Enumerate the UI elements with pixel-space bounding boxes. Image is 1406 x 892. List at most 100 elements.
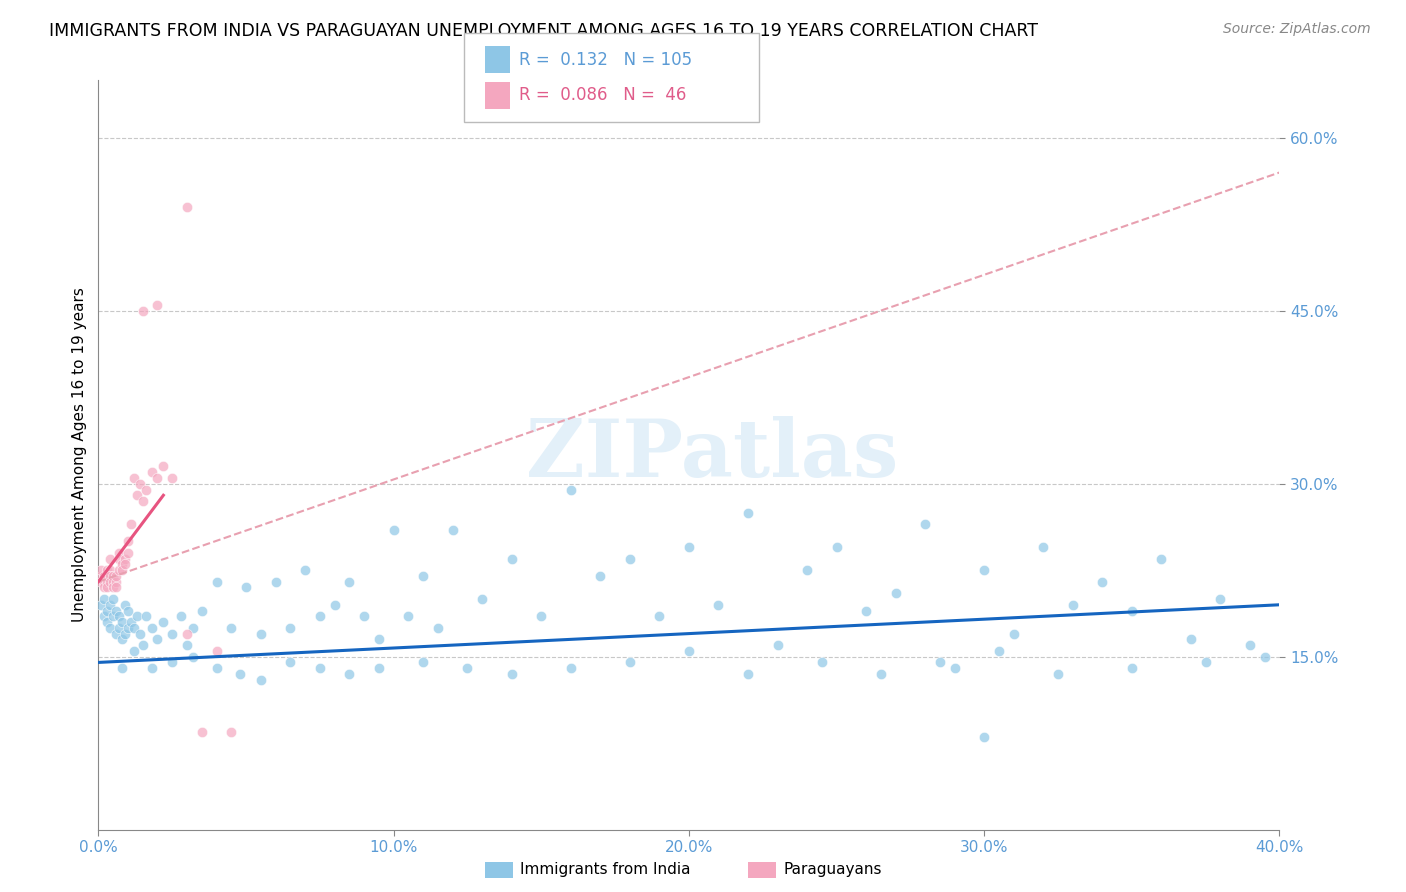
Point: [382, 523, 405, 537]
Point: [323, 598, 346, 612]
Point: [294, 563, 316, 577]
Point: [122, 621, 145, 635]
Point: [988, 644, 1011, 658]
Point: [427, 621, 450, 635]
Point: [117, 603, 139, 617]
Point: [973, 731, 995, 745]
Point: [1121, 603, 1143, 617]
Point: [205, 661, 228, 675]
Point: [96, 569, 118, 583]
Text: Immigrants from India: Immigrants from India: [520, 863, 690, 877]
Point: [457, 661, 479, 675]
Point: [191, 603, 214, 617]
Point: [250, 673, 273, 687]
Text: ZIPatlas: ZIPatlas: [526, 416, 898, 494]
Point: [132, 494, 155, 508]
Point: [181, 649, 204, 664]
Point: [146, 632, 169, 647]
Point: [103, 581, 125, 595]
Point: [501, 667, 523, 681]
Point: [96, 615, 118, 629]
Point: [368, 632, 391, 647]
Point: [117, 621, 139, 635]
Point: [93, 609, 115, 624]
Point: [122, 644, 145, 658]
Point: [884, 586, 907, 600]
Point: [117, 546, 139, 560]
Point: [412, 569, 434, 583]
Point: [146, 471, 169, 485]
Point: [128, 626, 150, 640]
Point: [825, 540, 848, 554]
Point: [619, 551, 641, 566]
Point: [309, 609, 332, 624]
Text: R =  0.086   N =  46: R = 0.086 N = 46: [519, 87, 686, 104]
Point: [146, 298, 169, 312]
Point: [560, 661, 582, 675]
Point: [810, 656, 832, 670]
Y-axis label: Unemployment Among Ages 16 to 19 years: Unemployment Among Ages 16 to 19 years: [72, 287, 87, 623]
Point: [93, 581, 115, 595]
Point: [1121, 661, 1143, 675]
Point: [111, 615, 134, 629]
Point: [1254, 649, 1277, 664]
Point: [111, 661, 134, 675]
Point: [176, 200, 198, 214]
Point: [235, 581, 257, 595]
Point: [353, 609, 375, 624]
Point: [870, 667, 893, 681]
Point: [103, 569, 125, 583]
Point: [90, 563, 112, 577]
Point: [412, 656, 434, 670]
Point: [132, 638, 155, 652]
Point: [90, 598, 112, 612]
Point: [108, 551, 131, 566]
Point: [1046, 667, 1070, 681]
Point: [135, 483, 157, 497]
Point: [105, 581, 128, 595]
Point: [589, 569, 612, 583]
Point: [93, 569, 115, 583]
Point: [796, 563, 818, 577]
Point: [114, 626, 136, 640]
Point: [93, 574, 115, 589]
Text: Source: ZipAtlas.com: Source: ZipAtlas.com: [1223, 22, 1371, 37]
Text: Paraguayans: Paraguayans: [783, 863, 882, 877]
Point: [1239, 638, 1261, 652]
Point: [471, 592, 494, 607]
Point: [114, 598, 136, 612]
Point: [914, 517, 936, 532]
Point: [309, 661, 332, 675]
Point: [98, 598, 121, 612]
Point: [1091, 574, 1114, 589]
Point: [229, 667, 252, 681]
Point: [120, 517, 142, 532]
Point: [181, 621, 204, 635]
Point: [117, 534, 139, 549]
Point: [1002, 626, 1025, 640]
Point: [221, 724, 243, 739]
Point: [114, 551, 136, 566]
Point: [205, 574, 228, 589]
Point: [1150, 551, 1173, 566]
Point: [501, 551, 523, 566]
Point: [141, 465, 163, 479]
Point: [678, 644, 700, 658]
Point: [737, 506, 759, 520]
Point: [398, 609, 420, 624]
Point: [105, 603, 128, 617]
Point: [122, 471, 145, 485]
Point: [1062, 598, 1084, 612]
Point: [648, 609, 671, 624]
Point: [125, 609, 148, 624]
Point: [105, 626, 128, 640]
Point: [98, 621, 121, 635]
Point: [90, 569, 112, 583]
Point: [280, 656, 302, 670]
Point: [1032, 540, 1054, 554]
Point: [707, 598, 730, 612]
Text: R =  0.132   N = 105: R = 0.132 N = 105: [519, 51, 692, 69]
Point: [141, 661, 163, 675]
Point: [280, 621, 302, 635]
Point: [108, 563, 131, 577]
